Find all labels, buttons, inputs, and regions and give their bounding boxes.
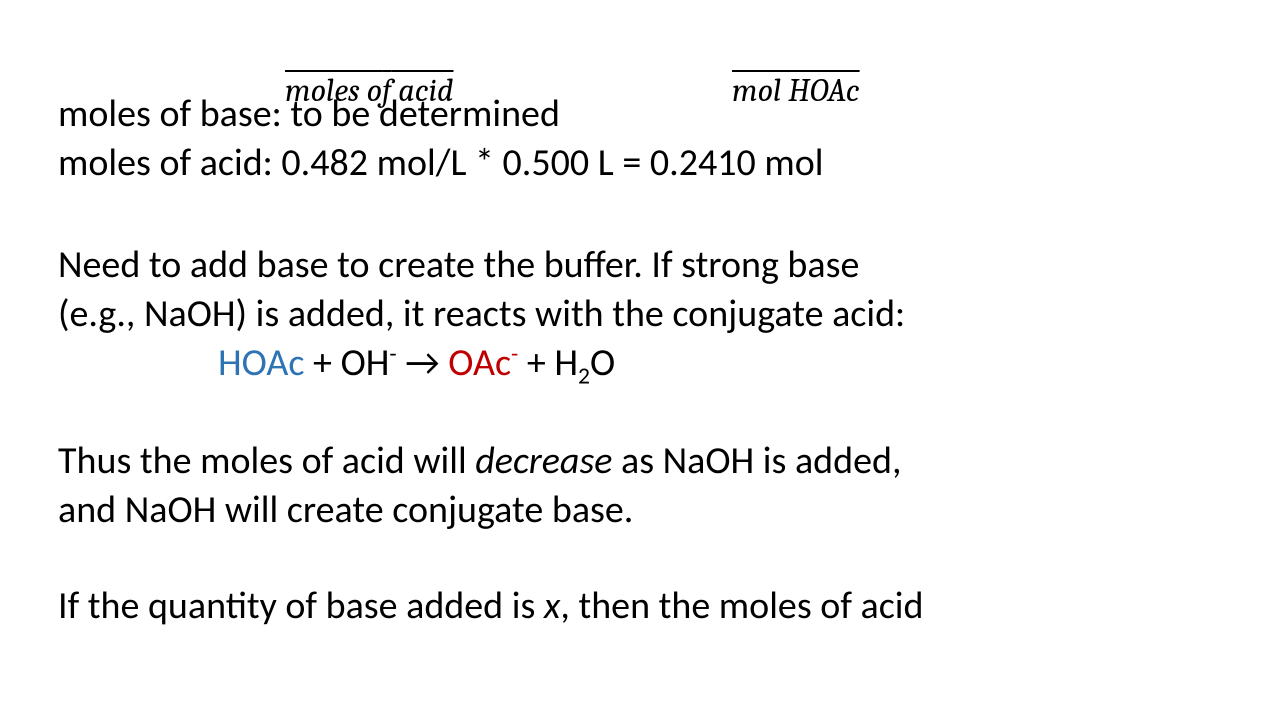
variable-x: x: [544, 583, 560, 629]
arrow-icon: →: [397, 340, 449, 386]
text: as NaOH is added,: [612, 438, 901, 484]
reaction-equation: HOAc + OH- → OAc- + H2O: [218, 339, 1222, 388]
species-oac: OAc: [448, 340, 511, 386]
charge-minus: -: [389, 340, 396, 368]
frag-text: acid: [391, 72, 453, 109]
text: moles of acid:: [58, 140, 281, 186]
text: L =: [589, 140, 650, 186]
frag-text: f: [382, 72, 391, 109]
paragraph-need-base-l2: (e.g., NaOH) is added, it reacts with th…: [58, 290, 1222, 339]
text: mol: [756, 140, 824, 186]
value-conc: 0.482: [281, 140, 368, 186]
text: If the quantity of base added is: [58, 583, 544, 629]
paragraph-quantity-x: If the quantity of base added is x, then…: [58, 582, 1222, 631]
text: Thus the moles of acid will: [58, 438, 475, 484]
moles-of-acid-line: moles of acid: 0.482 mol/L * 0.500 L = 0…: [58, 139, 1222, 188]
subscript-2: 2: [578, 362, 590, 390]
value-vol: 0.500: [503, 140, 590, 186]
emphasis-decrease: decrease: [475, 438, 612, 484]
slide-page: moles of acid mol HOAc moles of base: to…: [0, 90, 1280, 720]
text: mol/L *: [368, 140, 502, 186]
value-mol: 0.2410: [650, 140, 756, 186]
text: , then the moles of acid: [560, 583, 923, 629]
fraction-denom-left: moles of acid: [285, 72, 453, 109]
moles-of-base-line: moles of base: to be determined: [58, 90, 1222, 139]
text: + H: [518, 340, 578, 386]
frag-text: moles o: [285, 72, 382, 109]
text: O: [590, 340, 615, 386]
paragraph-need-base-l1: Need to add base to create the buffer. I…: [58, 241, 1222, 290]
fraction-denom-right: mol HOAc: [732, 72, 860, 109]
paragraph-decrease-l2: and NaOH will create conjugate base.: [58, 486, 1222, 535]
species-hoac: HOAc: [218, 340, 304, 386]
paragraph-decrease-l1: Thus the moles of acid will decrease as …: [58, 437, 1222, 486]
text: + OH: [304, 340, 389, 386]
